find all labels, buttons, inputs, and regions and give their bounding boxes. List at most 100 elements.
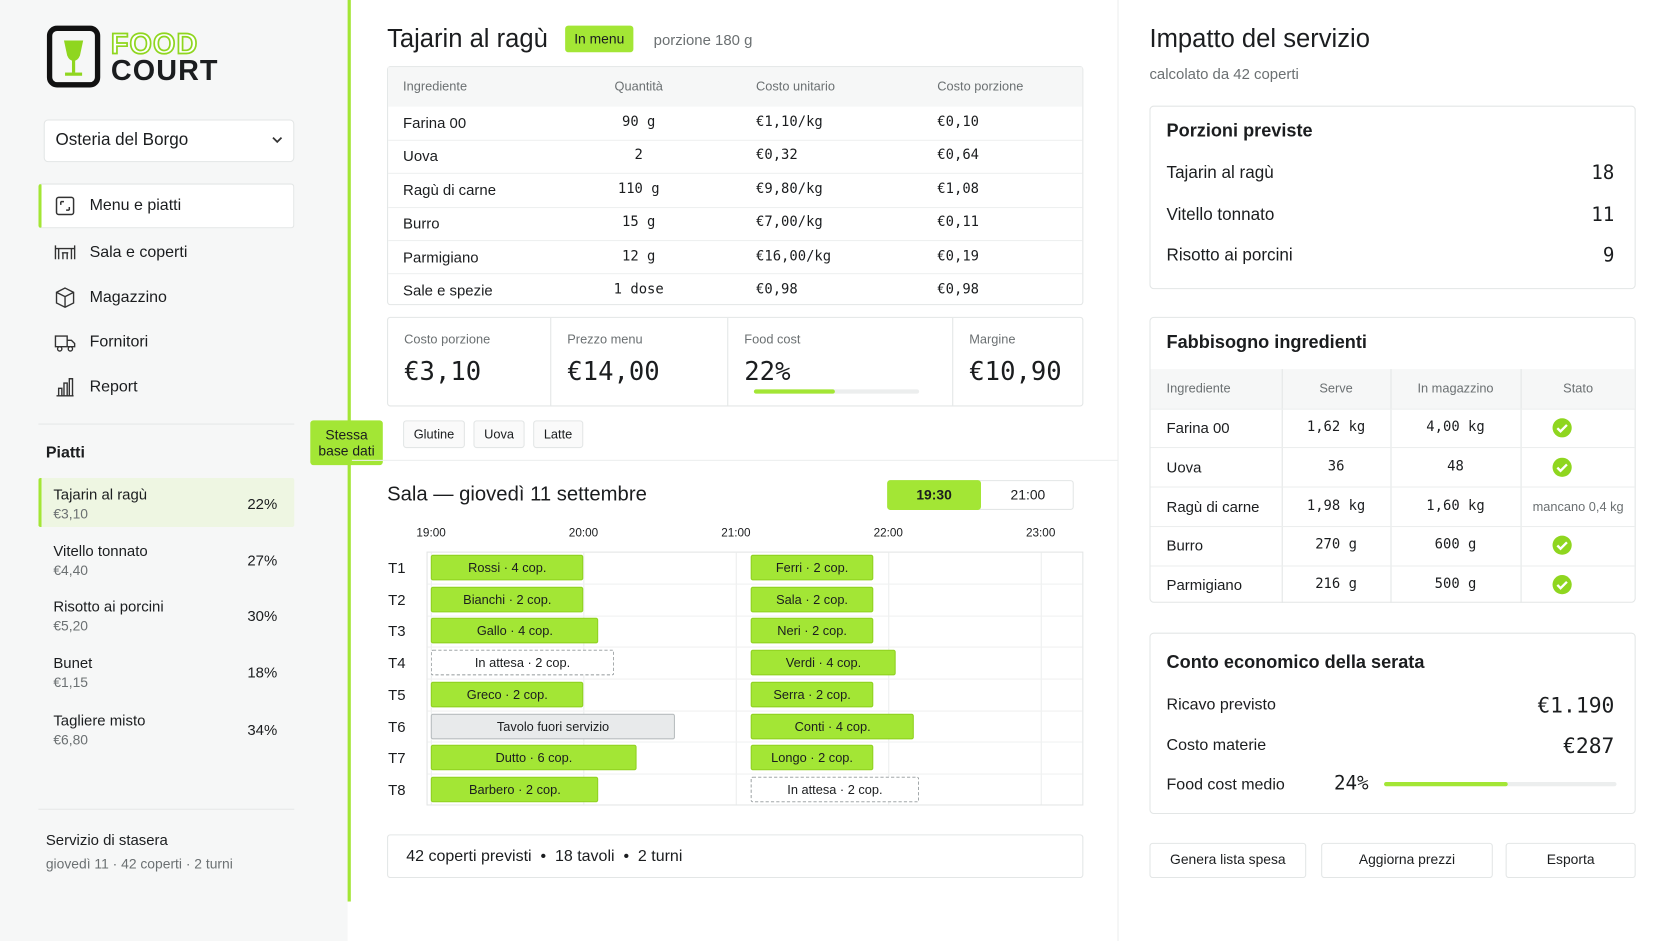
separator xyxy=(38,808,295,810)
ingredient-name: Uova xyxy=(1166,458,1202,476)
pl-food-cost: 24% xyxy=(1333,772,1369,795)
stock: 48 xyxy=(1447,458,1464,475)
timeline-grid xyxy=(426,551,1084,806)
nav-item[interactable]: Sala e coperti xyxy=(89,243,188,262)
table-label: T5 xyxy=(388,685,406,703)
table-label: T7 xyxy=(388,749,406,767)
table-cell: €0,10 xyxy=(937,114,980,131)
booking-bar[interactable]: Ferri · 2 cop. xyxy=(751,554,874,581)
table-cell: 2 xyxy=(634,147,643,164)
shift-label: 21:00 xyxy=(1010,486,1046,503)
dish-cost: €4,40 xyxy=(53,562,89,579)
action-label: Aggiorna prezzi xyxy=(1358,851,1456,868)
table-cell: €0,64 xyxy=(937,147,980,164)
column-header: Serve xyxy=(1319,380,1353,396)
impact-subtitle: calcolato da 42 coperti xyxy=(1149,65,1299,83)
action-button[interactable] xyxy=(1321,842,1493,879)
nav-item[interactable]: Menu e piatti xyxy=(89,196,182,215)
tag-text: In menu xyxy=(574,30,625,47)
column-divider xyxy=(1520,369,1522,603)
booking-bar[interactable]: In attesa · 2 cop. xyxy=(751,776,919,803)
dish-name[interactable]: Risotto ai porcini xyxy=(53,597,164,615)
summary-divider xyxy=(550,317,552,406)
dish-name[interactable]: Vitello tonnato xyxy=(53,541,148,560)
column-divider xyxy=(1390,369,1392,603)
impact-title: Impatto del servizio xyxy=(1149,24,1370,54)
row-line xyxy=(1150,565,1635,567)
table-cell: €0,98 xyxy=(756,281,798,298)
nav-item[interactable]: Report xyxy=(89,377,138,396)
row-line xyxy=(388,172,1083,175)
x-tick-label: 23:00 xyxy=(1025,527,1056,540)
logo-text: FOOD xyxy=(110,27,199,61)
card xyxy=(1149,316,1636,603)
booking-bar[interactable]: Tavolo fuori servizio xyxy=(431,713,675,739)
nav-icon xyxy=(56,378,74,397)
booking-bar[interactable]: Longo · 2 cop. xyxy=(751,744,874,771)
dish-name[interactable]: Bunet xyxy=(53,654,93,672)
gauge-track xyxy=(753,389,920,394)
table-label: T4 xyxy=(388,654,406,672)
booking-bar[interactable]: Barbero · 2 cop. xyxy=(431,776,599,803)
action-button[interactable] xyxy=(1505,842,1636,879)
card xyxy=(1149,105,1636,290)
nav-item[interactable]: Magazzino xyxy=(89,288,167,307)
x-tick-label: 22:00 xyxy=(873,527,903,540)
shift-button[interactable] xyxy=(887,480,981,510)
booking-bar[interactable]: Conti · 4 cop. xyxy=(751,713,915,739)
summary-divider xyxy=(727,317,729,406)
portion-name: Tajarin al ragù xyxy=(1166,164,1274,183)
nav-icon xyxy=(54,335,76,352)
booking-bar[interactable]: In attesa · 2 cop. xyxy=(431,649,614,676)
ingredient-name: Farina 00 xyxy=(1166,419,1230,437)
status-note: mancano 0,4 kg xyxy=(1532,498,1624,514)
card-title: Porzioni previste xyxy=(1166,120,1313,141)
action-button[interactable] xyxy=(1149,842,1307,879)
badge-text: Stessa base dati xyxy=(318,426,375,459)
dish-cost: €3,10 xyxy=(53,505,89,522)
summary-value: €14,00 xyxy=(567,356,660,387)
dish-name[interactable]: Tajarin al ragù xyxy=(53,485,148,503)
stock: 600 g xyxy=(1434,537,1477,554)
booking-bar[interactable]: Sala · 2 cop. xyxy=(751,586,874,613)
row-line xyxy=(1150,486,1635,488)
dish-food-cost: 22% xyxy=(247,495,278,513)
table-header xyxy=(1150,369,1635,409)
booking-bar[interactable]: Gallo · 4 cop. xyxy=(431,618,599,644)
booking-bar[interactable]: Greco · 2 cop. xyxy=(431,681,584,708)
booking-bar[interactable]: Dutto · 6 cop. xyxy=(431,744,637,771)
table-cell: €7,00/kg xyxy=(756,214,823,231)
x-tick-label: 21:00 xyxy=(721,527,751,540)
row-line xyxy=(427,646,1083,648)
nav-item[interactable]: Fornitori xyxy=(89,332,149,352)
dish-name[interactable]: Tagliere misto xyxy=(53,711,146,729)
summary xyxy=(387,316,1084,407)
booking-bar[interactable]: Bianchi · 2 cop. xyxy=(431,586,584,613)
logo-text: COURT xyxy=(110,54,219,87)
ingredient-name: Parmigiano xyxy=(1166,576,1243,594)
gauge-fill xyxy=(753,389,835,394)
badge: Stessa base dati xyxy=(310,420,383,466)
column-header: Ingrediente xyxy=(403,78,468,94)
booking-bar[interactable]: Serra · 2 cop. xyxy=(751,681,874,708)
card-title: Conto economico della serata xyxy=(1166,651,1425,673)
table-label: T3 xyxy=(388,622,406,640)
booking-bar[interactable]: Neri · 2 cop. xyxy=(751,618,874,644)
restaurant-name: Osteria del Borgo xyxy=(55,131,189,150)
booking-bar[interactable]: Verdi · 4 cop. xyxy=(751,649,896,676)
column-header: Ingrediente xyxy=(1166,380,1231,396)
nav-item-active[interactable] xyxy=(38,183,295,229)
table-label: T6 xyxy=(388,717,406,735)
booking-bar[interactable]: Rossi · 4 cop. xyxy=(431,554,584,581)
x-tick-label: 20:00 xyxy=(568,527,599,540)
restaurant-select[interactable] xyxy=(43,119,295,163)
summary-value: 22% xyxy=(744,356,791,387)
table-header xyxy=(388,67,1083,107)
stock: 500 g xyxy=(1434,576,1477,593)
card xyxy=(1149,632,1636,815)
need: 1,98 kg xyxy=(1306,497,1366,514)
column-header: Costo unitario xyxy=(756,78,835,94)
action-label: Esporta xyxy=(1546,851,1595,868)
allergen-chip: Glutine xyxy=(403,420,465,449)
